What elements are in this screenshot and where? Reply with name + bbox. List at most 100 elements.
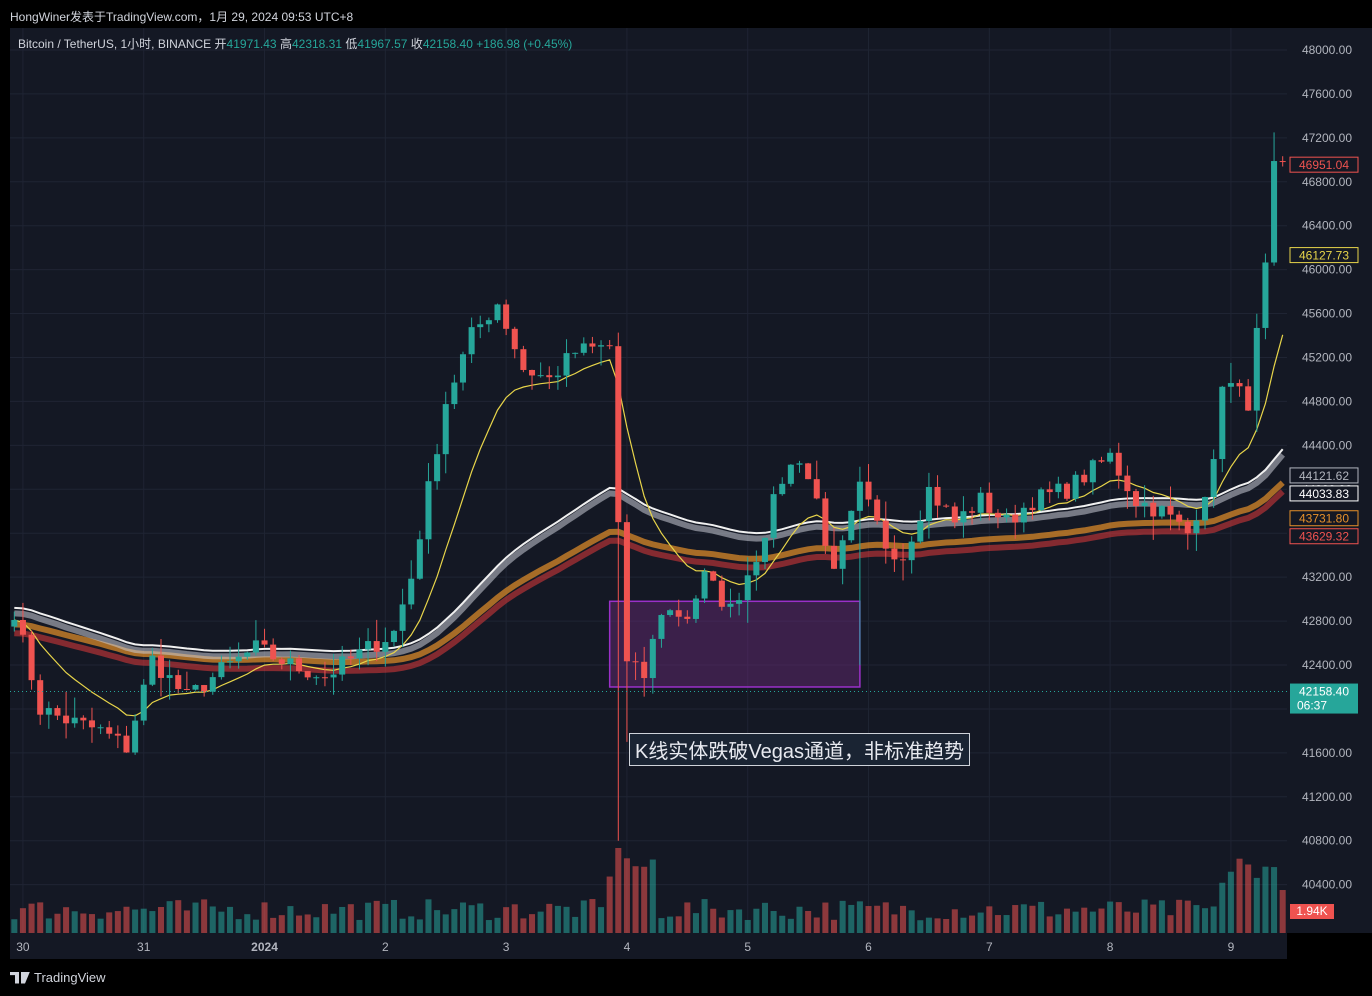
time-tick-label: 2024 (251, 940, 278, 954)
candle (1072, 471, 1079, 502)
volume-bar (1107, 901, 1114, 933)
volume-bar (917, 920, 924, 933)
candle (123, 725, 130, 753)
candle (520, 345, 527, 373)
volume-bar (503, 907, 510, 933)
tag-ema169-box (1289, 485, 1359, 502)
candle-body (554, 375, 561, 378)
candle-body (365, 641, 372, 650)
volume-bar (1150, 904, 1157, 933)
volume-bar (330, 913, 337, 933)
volume-bar (960, 917, 967, 933)
candle-body (805, 463, 812, 480)
symbol-name[interactable]: Bitcoin / TetherUS, 1小时, BINANCE (18, 37, 212, 51)
candle-body (347, 656, 354, 659)
volume-bar (71, 911, 78, 933)
volume-bar (641, 866, 648, 933)
candle-body (252, 640, 259, 653)
volume-bar (986, 906, 993, 933)
volume-bar (1167, 915, 1174, 933)
volume-bar (80, 913, 87, 933)
candle-body (779, 483, 786, 495)
candle-body (649, 638, 656, 679)
volume-bar (1124, 911, 1131, 933)
volume-bar (1227, 871, 1234, 933)
volume-bar (761, 902, 769, 933)
candle (977, 487, 984, 521)
volume-bar (882, 902, 889, 933)
volume-bar (934, 918, 941, 933)
volume-bar (1245, 864, 1252, 933)
volume-bar (736, 909, 743, 933)
candle (1219, 385, 1226, 473)
tag-ema12: 46127.73 (1299, 249, 1349, 263)
candle-body (511, 328, 518, 350)
candle-body (822, 498, 829, 546)
volume-bar (684, 902, 691, 933)
volume-bar (1038, 901, 1045, 933)
tag-ema-fast: 46951.04 (1299, 158, 1349, 172)
candle-body (1020, 507, 1027, 523)
candle (304, 671, 311, 681)
candle (209, 672, 216, 695)
tag-ema676: 43629.32 (1299, 530, 1349, 544)
candle-body (796, 463, 803, 465)
candle (1176, 510, 1183, 531)
annotation-label[interactable]: K线实体跌破Vegas通道，非标准趋势 (629, 733, 970, 766)
candle (848, 510, 855, 543)
candle (925, 472, 932, 539)
candle-body (114, 733, 121, 736)
candle (1132, 488, 1140, 518)
candle-body (390, 630, 397, 643)
ema676-line (14, 489, 1285, 674)
volume-bar (19, 908, 26, 933)
volume-bar (399, 918, 406, 933)
volume-bar (710, 908, 717, 933)
grid-lines (10, 28, 1287, 933)
candle (321, 661, 328, 687)
time-axis[interactable]: 30 31 2024 2 3 4 5 6 7 8 9 (10, 933, 1287, 959)
candle-body (917, 521, 924, 542)
volume-bar (787, 918, 794, 933)
ema576-line (14, 480, 1285, 665)
candle-body (339, 656, 346, 675)
candle (140, 679, 147, 726)
candle (701, 568, 708, 603)
candle-body (580, 343, 587, 353)
open-value: 41971.43 (226, 37, 277, 51)
candle-body (1081, 474, 1088, 483)
price-tick-label: 47600.00 (1302, 87, 1352, 101)
volume-bar (1115, 902, 1122, 933)
tradingview-brand[interactable]: TradingView (10, 970, 106, 985)
volume-bar (822, 902, 829, 933)
candle-body (88, 720, 95, 728)
volume-bar (598, 907, 605, 933)
candle-body (1158, 505, 1165, 517)
candle (45, 701, 52, 729)
volume-bar (1046, 916, 1053, 933)
candle-body (615, 346, 622, 523)
candle-body (736, 600, 743, 604)
candle (485, 317, 492, 333)
volume-bar (321, 904, 328, 933)
candle (503, 299, 510, 336)
price-tick-label: 46800.00 (1302, 175, 1352, 189)
candle-body (19, 619, 26, 635)
candle-body (54, 708, 61, 716)
volume-bar (54, 913, 61, 933)
candle-body (183, 688, 190, 690)
volume-bar (218, 911, 225, 933)
candle (183, 671, 190, 691)
candle-body (356, 649, 363, 659)
candle (1107, 448, 1114, 464)
candle-body (882, 520, 889, 549)
volume-bar (1262, 866, 1269, 933)
candle-body (1038, 489, 1045, 511)
price-tick-label: 46400.00 (1302, 219, 1352, 233)
candle (761, 537, 769, 570)
candle (227, 646, 234, 669)
candle (451, 374, 458, 410)
candle-body (1176, 514, 1183, 522)
volume-bar (1003, 915, 1010, 933)
